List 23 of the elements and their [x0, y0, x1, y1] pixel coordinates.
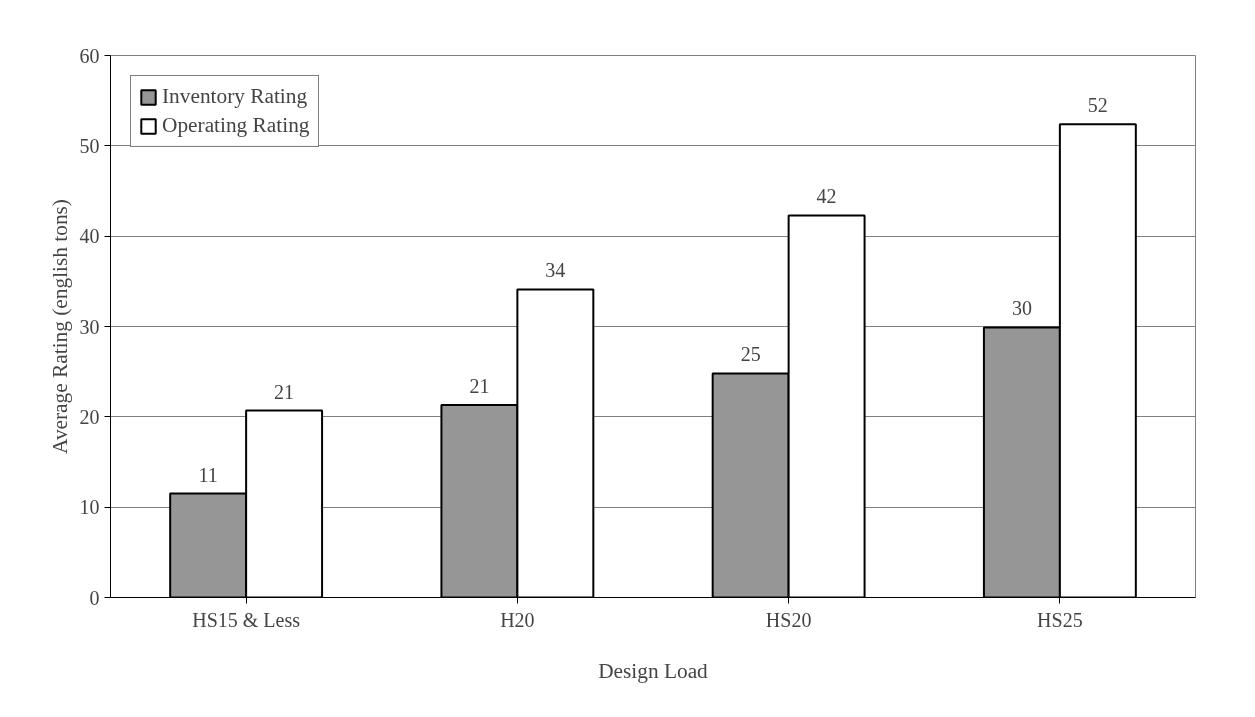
- x-tick-label: HS20: [765, 608, 812, 631]
- data-label: 25: [740, 343, 761, 366]
- y-tick-label: 50: [79, 134, 100, 157]
- data-label: 34: [545, 259, 566, 282]
- data-label: 11: [198, 463, 218, 486]
- data-label: 52: [1087, 94, 1108, 117]
- y-tick-label: 0: [89, 586, 100, 609]
- data-label: 30: [1011, 297, 1032, 320]
- y-tick-label: 20: [79, 405, 100, 428]
- y-tick-label: 10: [79, 496, 100, 519]
- legend-label: Operating Rating: [162, 113, 310, 138]
- data-label: 42: [816, 185, 837, 208]
- data-label: 21: [469, 375, 490, 398]
- y-tick-label: 60: [79, 44, 100, 67]
- y-tick-label: 30: [79, 315, 100, 338]
- x-axis-title: Design Load: [598, 658, 709, 683]
- x-tick-label: HS15 & Less: [192, 608, 301, 631]
- y-tick-label: 40: [79, 225, 100, 248]
- x-tick-label: H20: [500, 608, 535, 631]
- y-axis-title: Average Rating (english tons): [47, 199, 72, 454]
- data-label: 21: [274, 380, 295, 403]
- legend-label: Inventory Rating: [162, 84, 308, 109]
- x-tick-label: HS25: [1037, 608, 1083, 631]
